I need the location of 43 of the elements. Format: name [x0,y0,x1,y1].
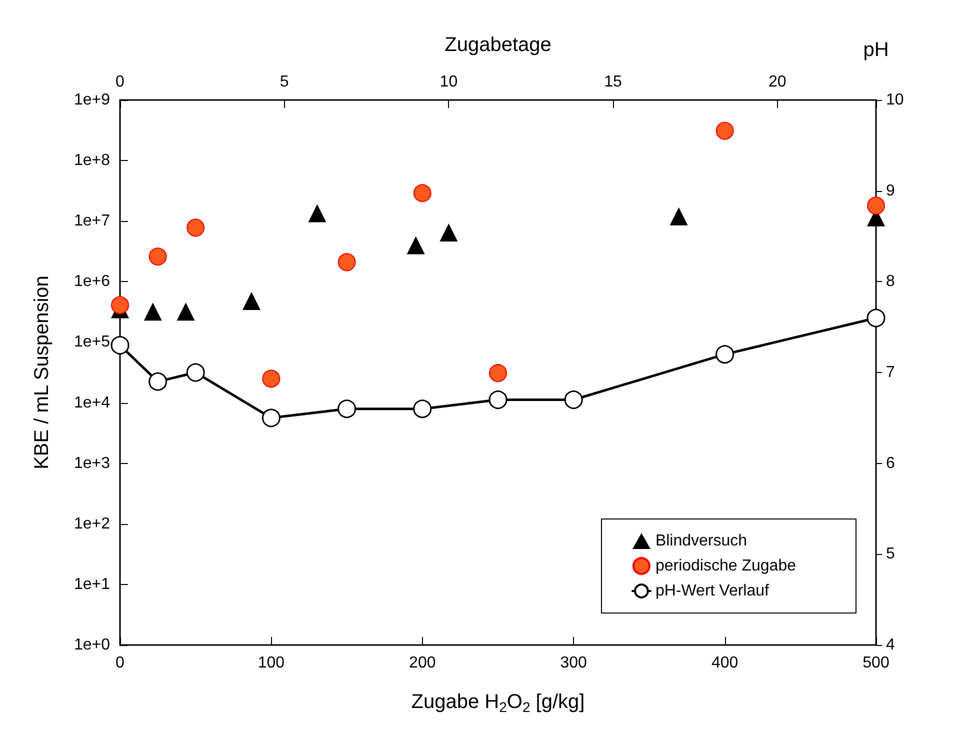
x2-tick-label: 20 [768,74,786,90]
y-tick-label: 1e+6 [74,273,110,290]
point [867,196,885,215]
y-tick-label: 1e+1 [74,576,110,593]
y-tick-label: 1e+9 [74,92,110,108]
x-tick-label: 100 [258,654,285,672]
x2-tick-label: 5 [280,74,289,90]
x2-tick-label: 0 [116,74,125,90]
y2-axis-title: pH [863,39,889,61]
legend-label: periodische Zugabe [655,558,796,574]
x-tick-label: 200 [409,654,436,672]
x-tick-label: 0 [116,654,125,672]
y2-tick-label: 4 [886,636,895,654]
y-tick-label: 1e+7 [74,212,110,230]
y2-tick-label: 5 [886,546,895,563]
y2-tick-label: 10 [886,92,904,108]
x-tick-label: 300 [560,654,588,672]
legend-label: pH-Wert Verlauf [655,582,770,600]
legend-label: Blindversuch [655,532,748,550]
x2-tick-label: 15 [604,74,622,90]
x-tick-label: 500 [862,654,890,672]
x2-tick-label: 10 [440,74,458,90]
point [716,122,734,140]
y2-tick-label: 6 [886,454,895,472]
x2-axis-title: Zugabetage [444,34,552,56]
y2-tick-label: 8 [886,273,895,290]
y-tick-label: 1e+3 [74,454,110,472]
y2-tick-label: 9 [886,182,895,200]
point [338,253,356,272]
point [413,184,432,202]
y-tick-label: 1e+5 [74,334,110,351]
point [489,364,507,382]
y-tick-label: 1e+2 [74,515,110,532]
y-tick-label: 1e+0 [74,636,110,654]
y2-tick-label: 7 [886,364,895,381]
point [262,370,280,388]
point [111,296,129,314]
y-tick-label: 1e+4 [74,394,110,412]
y-tick-label: 1e+8 [74,152,110,170]
point [148,248,167,266]
y-axis-title: KBE / mL Suspension [31,276,53,470]
x-tick-label: 400 [711,654,738,672]
point [186,218,205,237]
